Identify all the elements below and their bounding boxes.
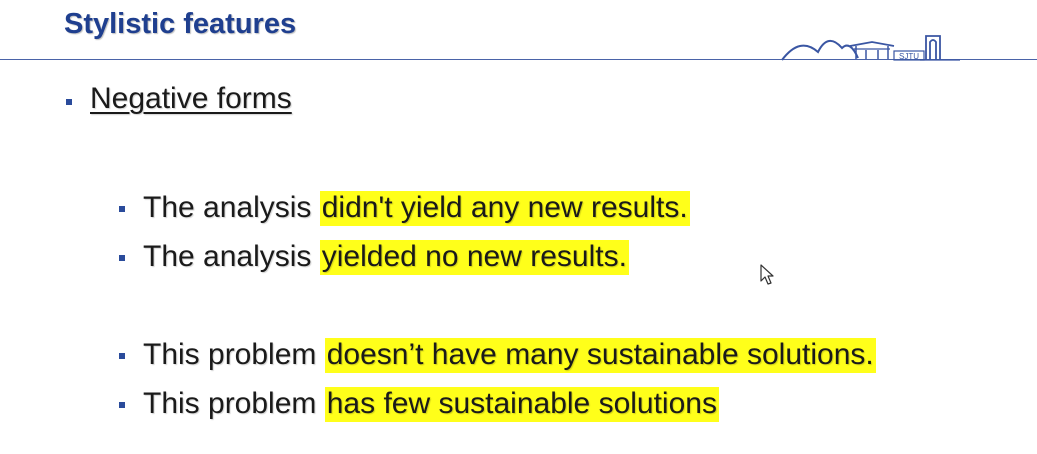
item-text: This problem	[143, 338, 325, 371]
slide-title: Stylistic features	[64, 8, 297, 40]
list-item: This problem has few sustainable solutio…	[143, 387, 719, 422]
logo-text: SJTU	[899, 52, 919, 61]
item-bullet	[119, 402, 125, 408]
item-bullet	[119, 353, 125, 359]
item-text: This problem	[143, 387, 325, 420]
item-bullet	[119, 255, 125, 261]
header-rule	[0, 59, 1037, 60]
item-highlight: yielded no new results.	[319, 240, 629, 275]
item-text: The analysis	[143, 191, 320, 224]
list-item: The analysis yielded no new results.	[143, 240, 629, 275]
item-highlight: doesn’t have many sustainable solutions.	[324, 338, 876, 373]
item-bullet	[119, 206, 125, 212]
list-item: This problem doesn’t have many sustainab…	[143, 338, 876, 373]
mouse-pointer-icon	[760, 264, 774, 285]
item-text: The analysis	[143, 240, 320, 273]
section-heading: Negative forms	[90, 82, 292, 115]
heading-bullet	[66, 99, 72, 105]
list-item: The analysis didn't yield any new result…	[143, 191, 690, 226]
item-highlight: didn't yield any new results.	[319, 191, 690, 226]
item-highlight: has few sustainable solutions	[324, 387, 719, 422]
university-logo-icon: SJTU	[781, 35, 960, 61]
